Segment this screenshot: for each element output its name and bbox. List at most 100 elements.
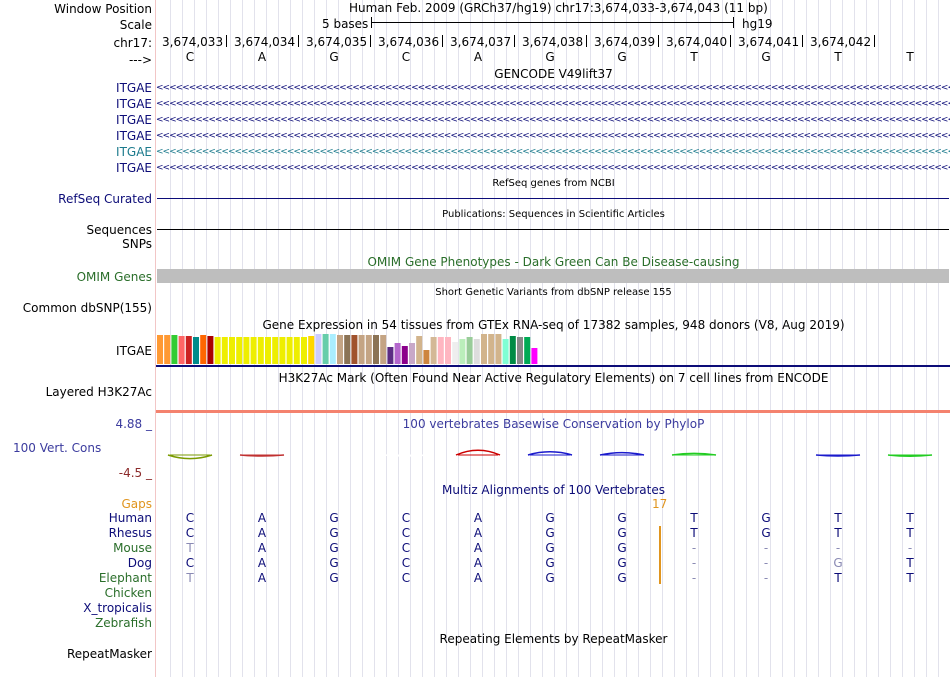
dbsnp-label[interactable]: Common dbSNP(155)	[22, 301, 152, 315]
gtex-tissue-bar[interactable]	[466, 337, 473, 364]
gtex-tissue-bar[interactable]	[358, 335, 365, 364]
gtex-tissue-bar[interactable]	[502, 339, 509, 364]
gtex-tissue-bar[interactable]	[351, 335, 358, 364]
gencode-transcript-label[interactable]: ITGAE	[116, 113, 152, 127]
phylop-score-mark[interactable]	[167, 454, 213, 460]
snps-label[interactable]: SNPs	[122, 237, 152, 251]
h3k27ac-track-title[interactable]: H3K27Ac Mark (Often Found Near Active Re…	[278, 371, 829, 385]
gtex-tissue-bar[interactable]	[430, 337, 437, 364]
gtex-tissue-bar[interactable]	[409, 343, 415, 364]
gtex-tissue-bar[interactable]	[265, 337, 271, 364]
strand-label[interactable]: --->	[128, 53, 152, 67]
publications-track-title[interactable]: Publications: Sequences in Scientific Ar…	[442, 209, 665, 220]
gtex-tissue-bar[interactable]	[272, 337, 279, 364]
gtex-tissue-bar[interactable]	[524, 337, 531, 364]
gtex-tissue-bar[interactable]	[459, 339, 466, 364]
publications-line[interactable]	[157, 229, 949, 230]
gtex-tissue-bar[interactable]	[445, 337, 451, 364]
gtex-tissue-bar[interactable]	[322, 334, 329, 364]
gtex-tissue-bar[interactable]	[337, 335, 343, 364]
gtex-tissue-bar[interactable]	[236, 337, 243, 364]
refseq-curated-label[interactable]: RefSeq Curated	[58, 192, 152, 206]
gtex-tissue-bar[interactable]	[243, 337, 250, 364]
repeatmasker-label[interactable]: RepeatMasker	[66, 647, 152, 661]
h3k27ac-signal[interactable]	[156, 410, 950, 413]
gtex-tissue-bar[interactable]	[495, 334, 502, 364]
gtex-tissue-bar[interactable]	[214, 337, 221, 364]
gencode-track-title[interactable]: GENCODE V49lift37	[494, 67, 613, 81]
gtex-tissue-bar[interactable]	[344, 335, 351, 364]
gaps-label[interactable]: Gaps	[121, 497, 152, 511]
gtex-tissue-bar[interactable]	[365, 335, 372, 364]
gtex-gene-label[interactable]: ITGAE	[116, 344, 152, 358]
gtex-tissue-bar[interactable]	[250, 337, 257, 364]
species-label[interactable]: X_tropicalis	[83, 601, 152, 615]
gtex-tissue-bar[interactable]	[401, 346, 408, 364]
gencode-transcript-label[interactable]: ITGAE	[116, 145, 152, 159]
phylop-label[interactable]: 100 Vert. Cons	[13, 441, 102, 455]
assembly-position-title[interactable]: Human Feb. 2009 (GRCh37/hg19) chr17:3,67…	[349, 1, 768, 15]
gencode-transcript-label[interactable]: ITGAE	[116, 97, 152, 111]
species-label[interactable]: Elephant	[98, 571, 152, 585]
gtex-tissue-bar[interactable]	[437, 337, 444, 364]
gtex-tissue-bar[interactable]	[171, 335, 178, 364]
gencode-transcript-intron[interactable]: <<<<<<<<<<<<<<<<<<<<<<<<<<<<<<<<<<<<<<<<…	[156, 131, 950, 141]
phylop-track-title[interactable]: 100 vertebrates Basewise Conservation by…	[402, 417, 705, 431]
gencode-transcript-intron[interactable]: <<<<<<<<<<<<<<<<<<<<<<<<<<<<<<<<<<<<<<<<…	[156, 115, 950, 125]
refseq-gene-line[interactable]	[157, 198, 949, 199]
gtex-tissue-bar[interactable]	[373, 335, 379, 364]
omim-track-title[interactable]: OMIM Gene Phenotypes - Dark Green Can Be…	[367, 255, 740, 269]
omim-genes-label[interactable]: OMIM Genes	[76, 270, 152, 284]
insertion-count[interactable]: 17	[652, 497, 668, 511]
gtex-tissue-bar[interactable]	[207, 336, 214, 364]
species-label[interactable]: Dog	[127, 556, 152, 570]
repeatmasker-track-title[interactable]: Repeating Elements by RepeatMasker	[439, 632, 668, 646]
gtex-tissue-bar[interactable]	[229, 337, 235, 364]
multiz-track-title[interactable]: Multiz Alignments of 100 Vertebrates	[441, 483, 666, 497]
gtex-tissue-bar[interactable]	[193, 337, 199, 364]
gencode-transcript-intron[interactable]: <<<<<<<<<<<<<<<<<<<<<<<<<<<<<<<<<<<<<<<<…	[156, 83, 950, 93]
gtex-tissue-bar[interactable]	[387, 347, 394, 364]
gtex-tissue-bar[interactable]	[286, 337, 293, 364]
species-label[interactable]: Rhesus	[108, 526, 152, 540]
gtex-tissue-bar[interactable]	[164, 335, 171, 364]
dbsnp-track-title[interactable]: Short Genetic Variants from dbSNP releas…	[435, 287, 672, 298]
gencode-transcript-label[interactable]: ITGAE	[116, 161, 152, 175]
gtex-tissue-bar[interactable]	[481, 334, 487, 364]
h3k27ac-label[interactable]: Layered H3K27Ac	[45, 385, 152, 399]
gtex-tissue-bar[interactable]	[293, 337, 300, 364]
gtex-tissue-bar[interactable]	[380, 335, 387, 364]
gtex-tissue-bar[interactable]	[221, 337, 228, 364]
gencode-transcript-intron[interactable]: <<<<<<<<<<<<<<<<<<<<<<<<<<<<<<<<<<<<<<<<…	[156, 147, 950, 157]
gtex-tissue-bar[interactable]	[509, 336, 516, 364]
gencode-transcript-label[interactable]: ITGAE	[116, 81, 152, 95]
insertion-marker[interactable]	[659, 526, 661, 584]
gtex-tissue-bar[interactable]	[308, 336, 315, 364]
gencode-transcript-intron[interactable]: <<<<<<<<<<<<<<<<<<<<<<<<<<<<<<<<<<<<<<<<…	[156, 99, 950, 109]
gtex-track-title[interactable]: Gene Expression in 54 tissues from GTEx …	[262, 318, 845, 332]
gtex-tissue-bar[interactable]	[157, 335, 163, 364]
gtex-tissue-bar[interactable]	[452, 342, 459, 364]
phylop-score-mark[interactable]	[599, 451, 645, 456]
species-label[interactable]: Zebrafish	[95, 616, 152, 630]
refseq-track-title[interactable]: RefSeq genes from NCBI	[492, 178, 615, 189]
species-label[interactable]: Human	[108, 511, 152, 525]
gtex-tissue-bar[interactable]	[473, 339, 480, 364]
omim-gene-bar[interactable]	[157, 269, 949, 283]
gtex-tissue-bar[interactable]	[315, 334, 322, 364]
gtex-bar-chart[interactable]	[156, 332, 576, 364]
species-label[interactable]: Chicken	[104, 586, 152, 600]
phylop-plot[interactable]	[156, 440, 950, 470]
gtex-tissue-bar[interactable]	[423, 350, 430, 364]
gtex-tissue-bar[interactable]	[257, 337, 264, 364]
phylop-score-mark[interactable]	[527, 451, 573, 456]
gtex-tissue-bar[interactable]	[185, 336, 192, 364]
species-label[interactable]: Mouse	[113, 541, 152, 555]
gtex-tissue-bar[interactable]	[200, 335, 207, 364]
gtex-tissue-bar[interactable]	[394, 343, 401, 364]
gtex-tissue-bar[interactable]	[531, 348, 538, 364]
gtex-tissue-bar[interactable]	[416, 336, 423, 364]
gtex-tissue-bar[interactable]	[329, 334, 336, 364]
phylop-score-mark[interactable]	[455, 449, 501, 456]
gtex-tissue-bar[interactable]	[279, 337, 286, 364]
